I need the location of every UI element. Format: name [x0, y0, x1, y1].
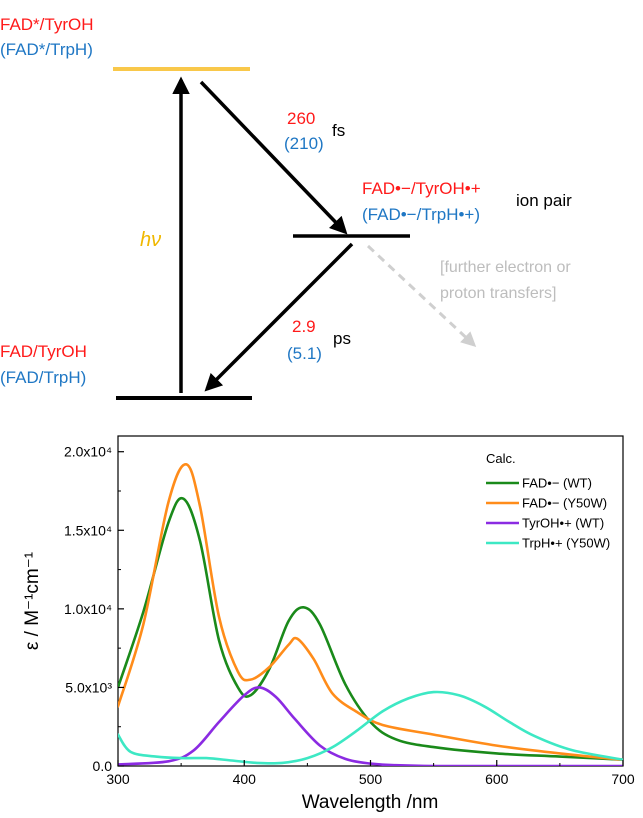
- legend-label: TrpH•+ (Y50W): [522, 536, 610, 551]
- y-axis-label: ε / M⁻¹cm⁻¹: [22, 552, 43, 650]
- absorption-chart: 300 400 500 600 700 0.0 5.0x10³ 1.0x10⁴ 1.5x10⁴…: [22, 435, 635, 813]
- forward-rate-tyr: 260: [287, 109, 315, 128]
- x-tick-label: 700: [611, 771, 635, 787]
- excited-state-label-trp: (FAD*/TrpH): [0, 40, 93, 59]
- x-tick-label: 500: [359, 771, 383, 787]
- x-tick-label: 300: [106, 771, 130, 787]
- excitation-label: hν: [140, 229, 161, 251]
- ground-state-label-tyr: FAD/TyrOH: [0, 342, 87, 361]
- series-line-3: [118, 686, 623, 766]
- energy-diagram: FAD*/TyrOH (FAD*/TrpH) hν 260 (210) fs F…: [0, 15, 572, 400]
- y-tick-label: 0.0: [93, 758, 113, 774]
- ion-pair-tag: ion pair: [516, 191, 572, 210]
- legend-label: TyrOH•+ (WT): [522, 516, 604, 531]
- forward-rate-trp: (210): [284, 134, 324, 153]
- y-tick-label: 1.5x10⁴: [64, 522, 112, 538]
- further-transfer-note-line2: proton transfers]: [440, 285, 557, 302]
- ion-pair-label-trp: (FAD•−/TrpH•+): [362, 205, 480, 224]
- series-line-2: [118, 463, 623, 761]
- series-line-4: [118, 690, 623, 765]
- y-tick-label: 2.0x10⁴: [64, 444, 112, 460]
- further-transfer-note-line1: [further electron or: [440, 259, 571, 276]
- excited-state-label-tyr: FAD*/TyrOH: [0, 15, 94, 34]
- further-transfer-arrow: [366, 244, 477, 348]
- series-layer: [118, 463, 623, 766]
- back-rate-tyr: 2.9: [292, 317, 316, 336]
- forward-transfer-arrow: [199, 80, 348, 235]
- ion-pair-label-tyr: FAD•−/TyrOH•+: [362, 179, 481, 198]
- y-tick-label: 5.0x10³: [65, 679, 112, 695]
- legend: Calc. FAD•− (WT) FAD•− (Y50W) TyrOH•+ (WT)…: [486, 451, 610, 551]
- series-line-1: [118, 496, 623, 761]
- x-tick-label: 600: [485, 771, 509, 787]
- back-rate-unit: ps: [333, 329, 351, 348]
- legend-title: Calc.: [486, 451, 516, 466]
- back-transfer-arrow: [204, 242, 354, 392]
- y-axis-ticks: 0.0 5.0x10³ 1.0x10⁴ 1.5x10⁴ 2.0x10⁴: [64, 444, 124, 774]
- y-tick-label: 1.0x10⁴: [64, 601, 112, 617]
- legend-label: FAD•− (Y50W): [522, 496, 607, 511]
- ground-state-label-trp: (FAD/TrpH): [0, 368, 86, 387]
- back-rate-trp: (5.1): [287, 344, 322, 363]
- legend-label: FAD•− (WT): [522, 476, 592, 491]
- x-axis-label: Wavelength /nm: [302, 792, 439, 813]
- x-tick-label: 400: [233, 771, 257, 787]
- forward-rate-unit: fs: [332, 121, 345, 140]
- x-axis-ticks: 300 400 500 600 700: [106, 760, 635, 787]
- legend-items: FAD•− (WT) FAD•− (Y50W) TyrOH•+ (WT) TrpH•+…: [486, 476, 610, 551]
